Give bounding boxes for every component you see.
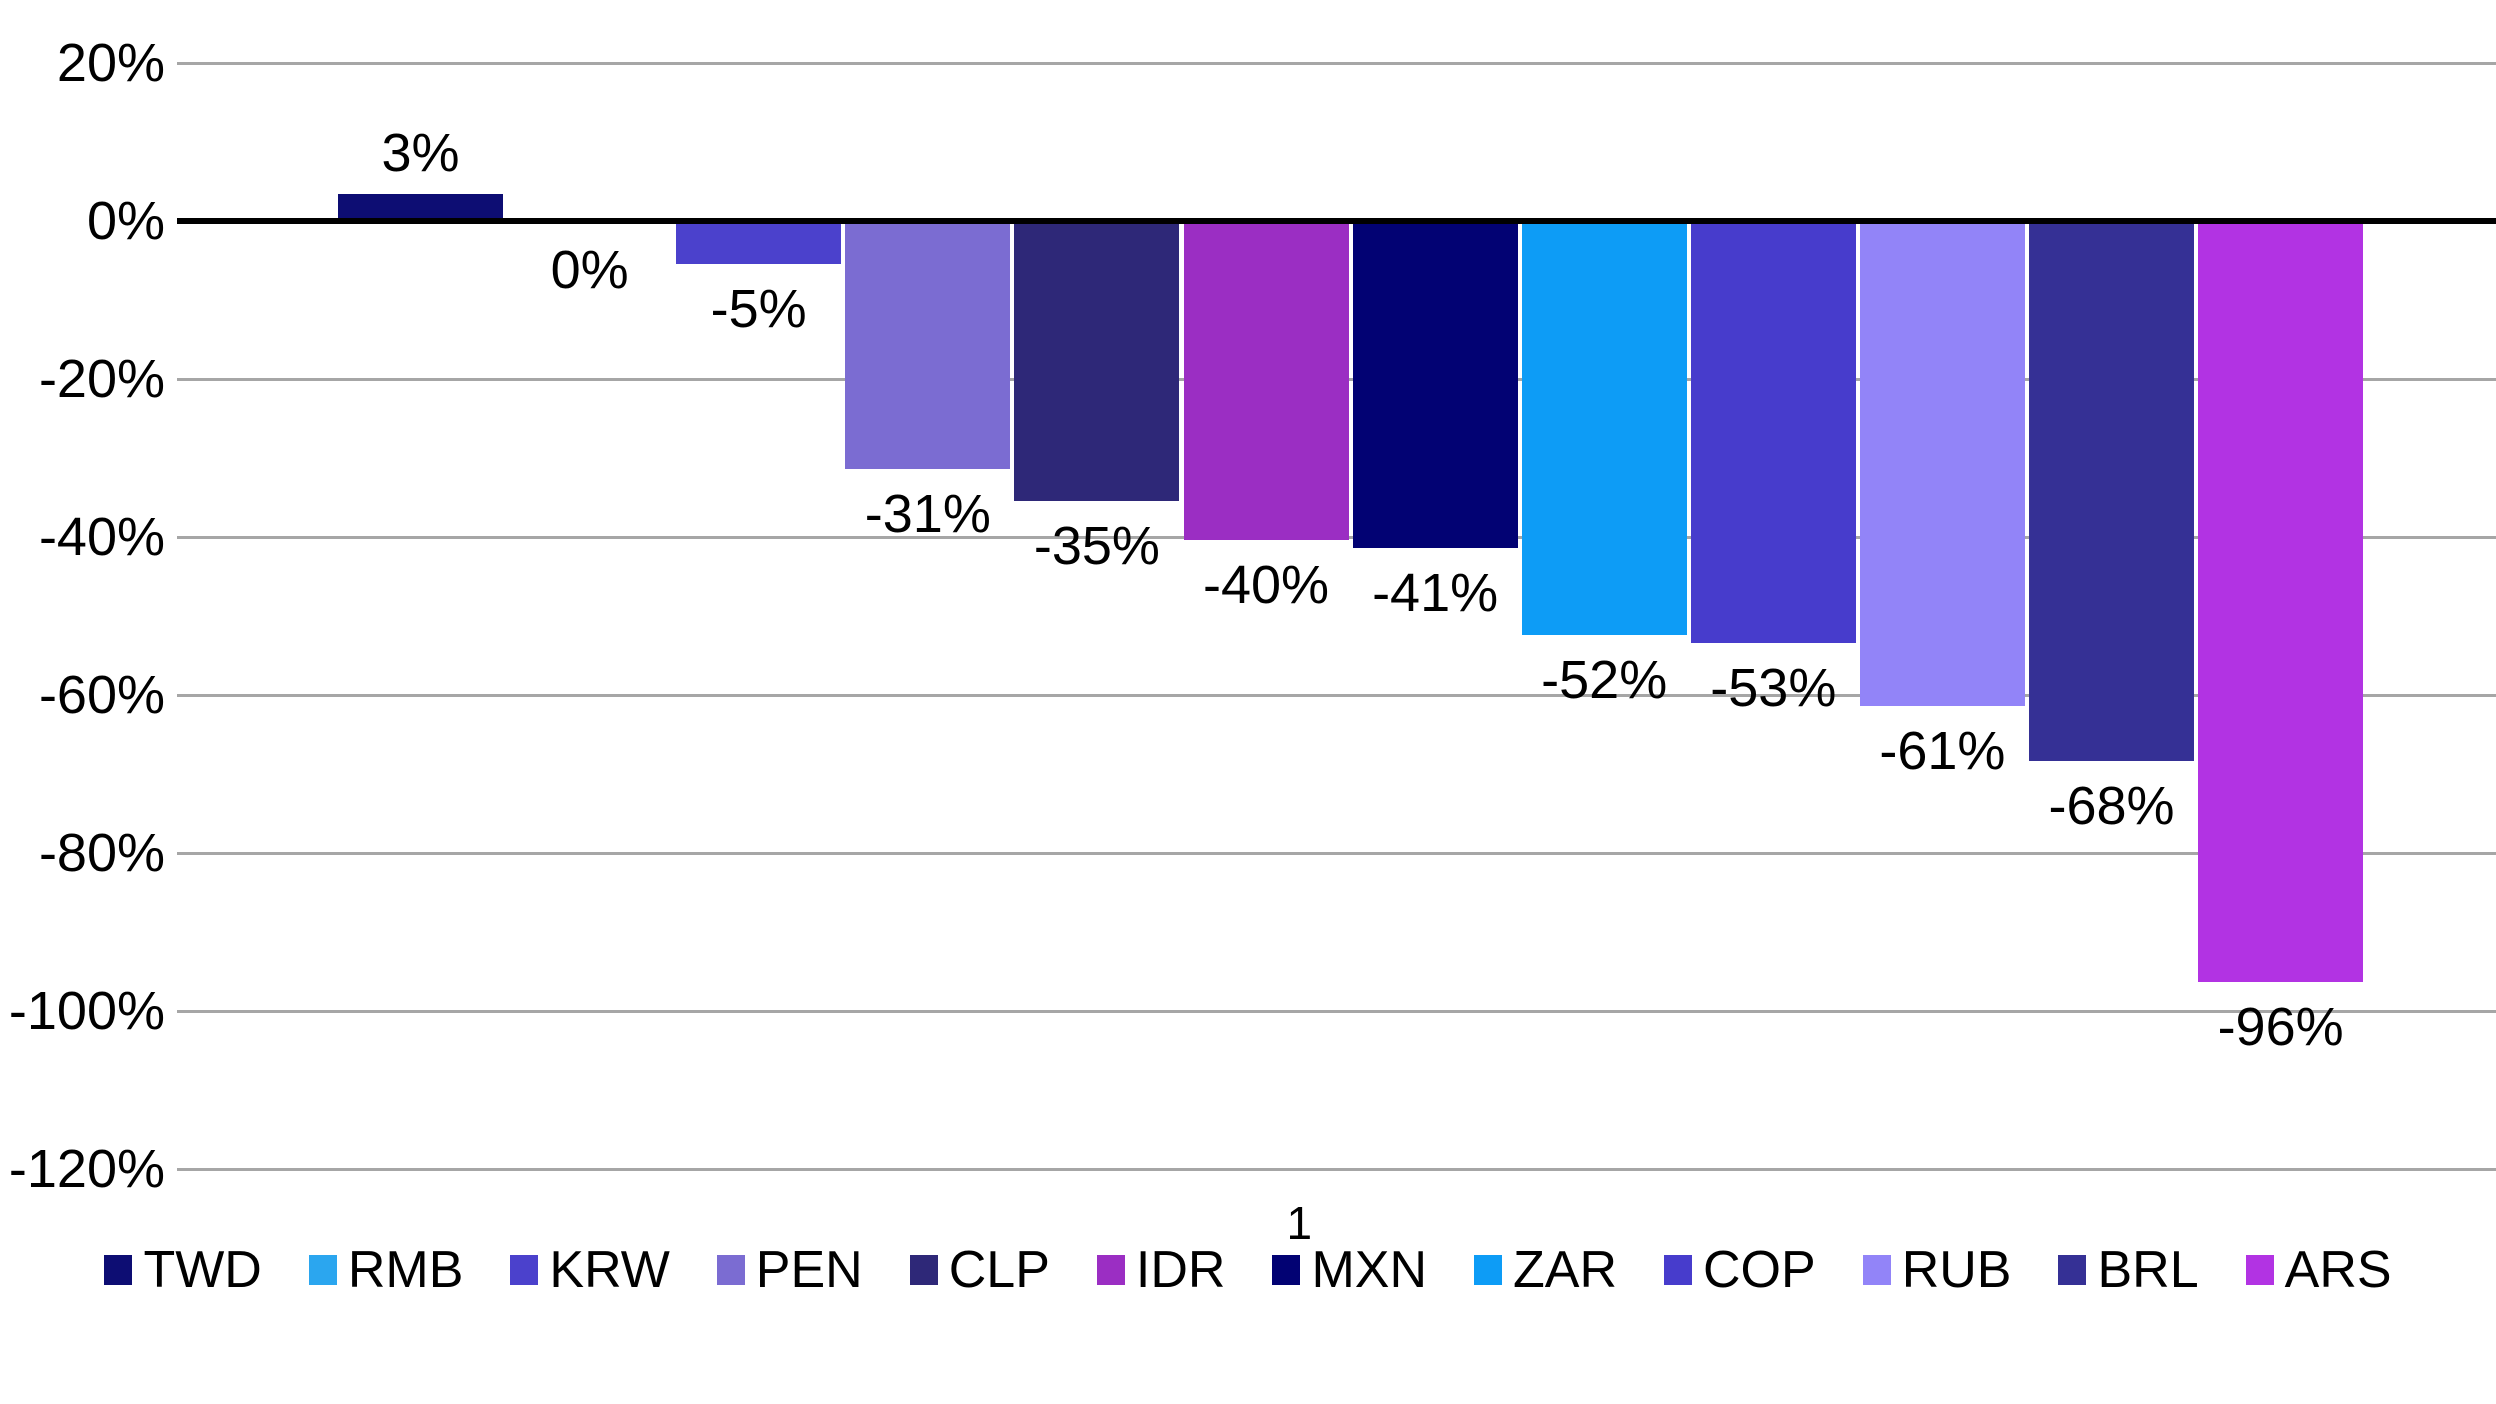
gridline xyxy=(177,1009,2496,1013)
footnote-marker: 1 xyxy=(1286,1197,1313,1249)
data-label-IDR: -40% xyxy=(1202,555,1330,615)
bar-COP xyxy=(1690,224,1856,643)
data-label-ZAR: -52% xyxy=(1541,649,1668,710)
y-axis-tick-label: -100% xyxy=(8,981,165,1041)
legend-label: RUB xyxy=(1901,1241,2012,1299)
legend-swatch-icon xyxy=(1862,1255,1891,1285)
data-label-TWD: 3% xyxy=(381,123,460,184)
y-axis-tick-label: -120% xyxy=(8,1139,165,1199)
legend-item-MXN: 1 MXN xyxy=(1272,1200,1427,1299)
y-axis-tick-label: -60% xyxy=(38,665,165,725)
legend-swatch-icon xyxy=(1272,1255,1301,1285)
legend-label: KRW xyxy=(549,1241,670,1299)
legend-label: TWD xyxy=(143,1241,262,1299)
bar-ARS xyxy=(2198,224,2364,983)
y-axis-tick-label: -20% xyxy=(38,349,165,409)
gridline xyxy=(177,61,2496,65)
gridline xyxy=(177,851,2496,855)
bar-KRW xyxy=(676,224,842,264)
legend-swatch-icon xyxy=(2058,1255,2087,1285)
legend-item-COP: COP xyxy=(1664,1244,1816,1296)
legend-item-ZAR: ZAR xyxy=(1474,1244,1617,1296)
chart-legend: TWD RMB KRW PEN CLP IDR 1 MXN ZAR COP RUB BRL ARS xyxy=(0,1200,2496,1308)
bar-RUB xyxy=(1859,224,2025,706)
legend-label: COP xyxy=(1703,1241,1816,1299)
legend-swatch-icon xyxy=(2245,1255,2274,1285)
legend-swatch-icon xyxy=(1664,1255,1692,1285)
legend-swatch-icon xyxy=(1096,1255,1125,1285)
legend-label: CLP xyxy=(948,1241,1050,1299)
legend-item-IDR: IDR xyxy=(1096,1241,1226,1299)
y-axis-tick-label: -40% xyxy=(38,507,165,567)
legend-item-RUB: RUB xyxy=(1862,1241,2012,1299)
data-label-RUB: -61% xyxy=(1879,720,2006,781)
data-label-KRW: -5% xyxy=(710,278,807,339)
legend-swatch-icon xyxy=(1474,1255,1502,1285)
bar-IDR xyxy=(1183,224,1349,540)
legend-label: BRL xyxy=(2097,1241,2199,1299)
bar-PEN xyxy=(845,224,1011,469)
data-label-COP: -53% xyxy=(1710,657,1837,718)
legend-label: ARS xyxy=(2284,1241,2392,1299)
bar-CLP xyxy=(1014,224,1180,501)
legend-item-BRL: BRL xyxy=(2058,1241,2199,1299)
data-label-RMB: 0% xyxy=(550,240,629,300)
legend-label: IDR xyxy=(1135,1241,1226,1299)
legend-swatch-icon xyxy=(104,1255,133,1285)
data-label-ARS: -96% xyxy=(2217,997,2344,1058)
data-label-CLP: -35% xyxy=(1033,515,1160,576)
legend-swatch-icon xyxy=(909,1255,938,1285)
gridline xyxy=(177,1167,2496,1171)
legend-item-ARS: ARS xyxy=(2245,1241,2392,1299)
legend-swatch-icon xyxy=(716,1255,745,1285)
y-axis-tick-label: -80% xyxy=(38,823,165,883)
y-axis-tick-label: 0% xyxy=(86,191,165,251)
y-axis-tick-label: 20% xyxy=(56,33,165,93)
legend-item-CLP: CLP xyxy=(909,1241,1050,1299)
legend-label: RMB xyxy=(347,1241,464,1299)
data-label-PEN: -31% xyxy=(864,483,991,544)
legend-item-PEN: PEN xyxy=(716,1241,863,1299)
legend-item-RMB: RMB xyxy=(308,1241,464,1299)
bar-MXN xyxy=(1352,224,1518,548)
legend-label: PEN xyxy=(755,1241,863,1299)
legend-item-TWD: TWD xyxy=(104,1241,262,1299)
bar-ZAR xyxy=(1521,224,1687,635)
legend-swatch-icon xyxy=(308,1255,337,1285)
legend-label: ZAR xyxy=(1513,1241,1617,1299)
legend-swatch-icon xyxy=(510,1255,539,1285)
bar-BRL xyxy=(2029,224,2194,762)
legend-item-KRW: KRW xyxy=(510,1241,670,1299)
legend-label: MXN xyxy=(1311,1241,1427,1299)
data-label-MXN: -41% xyxy=(1372,562,1499,623)
x-axis-zero-line xyxy=(177,218,2496,224)
data-label-BRL: -68% xyxy=(2048,776,2175,837)
bar-TWD xyxy=(338,194,503,218)
gridline xyxy=(177,693,2496,697)
